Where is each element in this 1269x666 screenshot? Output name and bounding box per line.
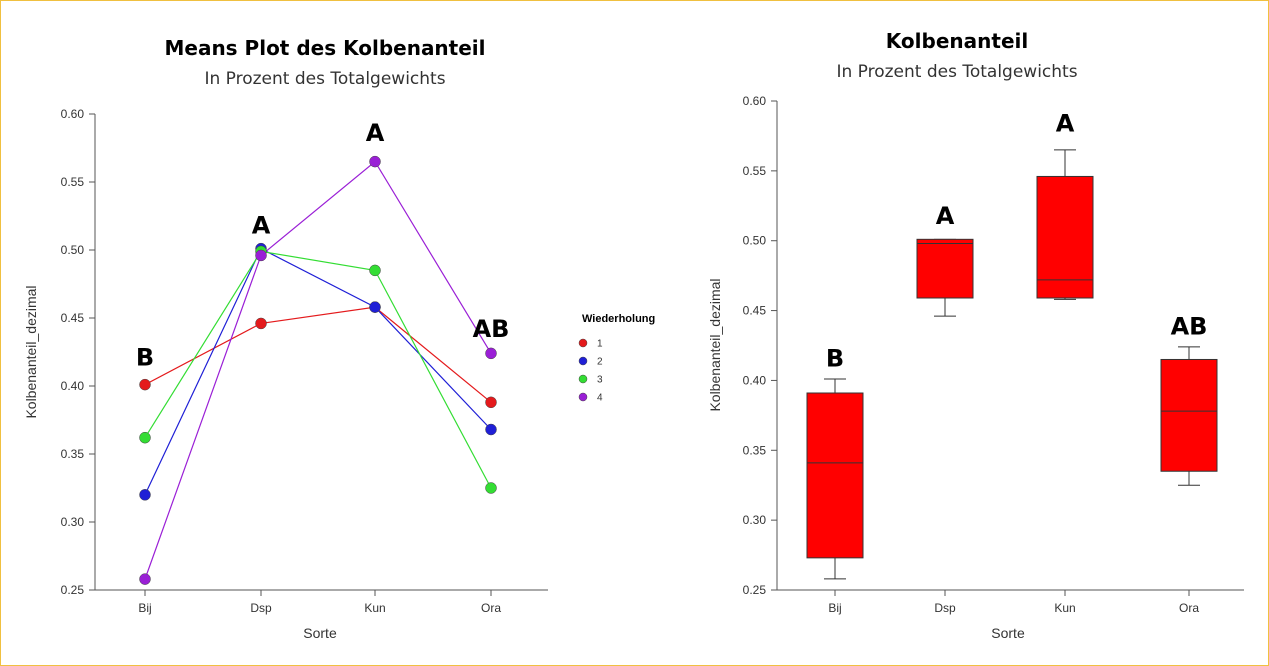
group-letter: A — [366, 119, 385, 147]
data-point-series-4 — [485, 347, 497, 360]
means-plot-subtitle: In Prozent des Totalgewichts — [204, 69, 445, 89]
data-point-series-1 — [485, 396, 497, 409]
legend-label: 2 — [597, 357, 603, 368]
means-plot-series-lines — [144, 160, 492, 580]
x-tick-label: Ora — [481, 601, 501, 615]
legend-title: Wiederholung — [582, 313, 655, 325]
box-plot-y-ticks: 0.25 0.30 0.35 0.40 0.45 0.50 0.55 0.60 — [743, 94, 777, 597]
data-point-series-2 — [139, 489, 151, 501]
box-body — [1160, 358, 1218, 472]
x-tick-label: Kun — [1054, 601, 1075, 615]
data-point-series-1 — [255, 317, 267, 330]
group-letter: A — [1056, 110, 1075, 138]
x-tick-label: Kun — [364, 601, 385, 615]
box-plot-group-letters: B A A AB — [826, 110, 1208, 373]
box-plot-boxes — [806, 149, 1218, 580]
data-point-series-4 — [139, 573, 151, 585]
means-plot-points — [139, 155, 497, 585]
x-tick-label: Bij — [828, 601, 841, 615]
group-letter: B — [136, 344, 154, 372]
y-tick-label: 0.45 — [743, 304, 767, 318]
data-point-series-1 — [139, 378, 151, 391]
x-tick-label: Dsp — [934, 601, 956, 615]
box-plot-y-label: Kolbenanteil_dezimal — [707, 278, 723, 411]
series-line-4 — [144, 160, 492, 580]
box-Bij — [806, 378, 864, 580]
x-tick-label: Bij — [138, 601, 151, 615]
box-plot-title: Kolbenanteil — [886, 29, 1028, 53]
legend-label: 3 — [597, 375, 603, 386]
box-Dsp — [916, 238, 974, 317]
x-tick-label: Dsp — [250, 601, 272, 615]
means-plot-title: Means Plot des Kolbenanteil — [164, 36, 485, 60]
series-line-2 — [144, 247, 492, 496]
series-line-3 — [144, 250, 492, 489]
box-plot-x-label: Sorte — [991, 625, 1025, 641]
means-plot-x-label: Sorte — [303, 625, 337, 641]
data-point-series-2 — [485, 423, 497, 436]
legend-label: 4 — [597, 393, 603, 404]
means-plot-legend: Wiederholung 1 2 3 4 — [578, 313, 655, 404]
series-line-1 — [144, 306, 492, 403]
y-tick-label: 0.35 — [61, 447, 85, 461]
y-tick-label: 0.25 — [743, 583, 767, 597]
y-tick-label: 0.30 — [743, 513, 767, 527]
box-body — [916, 238, 974, 299]
data-point-series-3 — [485, 482, 497, 494]
means-plot-group-letters: B A A AB — [136, 119, 510, 371]
x-tick-label: Ora — [1179, 601, 1199, 615]
y-tick-label: 0.25 — [61, 583, 85, 597]
group-letter: A — [936, 202, 955, 230]
group-letter: A — [252, 212, 271, 240]
data-point-series-2 — [369, 301, 381, 313]
group-letter: AB — [1171, 312, 1208, 340]
box-plot-subtitle: In Prozent des Totalgewichts — [836, 62, 1077, 82]
data-point-series-4 — [255, 249, 267, 262]
box-plot-x-ticks: Bij Dsp Kun Ora — [828, 590, 1199, 615]
data-point-series-3 — [369, 264, 381, 277]
means-plot-y-label: Kolbenanteil_dezimal — [23, 285, 39, 418]
means-plot-x-ticks: Bij Dsp Kun Ora — [138, 590, 501, 615]
y-tick-label: 0.50 — [61, 243, 85, 257]
data-point-series-4 — [369, 155, 381, 168]
legend-swatch-4 — [578, 392, 588, 402]
data-point-series-3 — [139, 431, 151, 444]
legend-label: 1 — [597, 339, 603, 350]
y-tick-label: 0.55 — [61, 175, 85, 189]
box-Ora — [1160, 346, 1218, 486]
y-tick-label: 0.30 — [61, 515, 85, 529]
y-tick-label: 0.60 — [61, 107, 85, 121]
y-tick-label: 0.60 — [743, 94, 767, 108]
legend-swatch-3 — [578, 374, 588, 384]
group-letter: AB — [473, 315, 510, 343]
box-body — [1036, 175, 1094, 299]
y-tick-label: 0.40 — [61, 379, 85, 393]
box-Kun — [1036, 149, 1094, 300]
legend-swatch-1 — [578, 338, 588, 348]
y-tick-label: 0.50 — [743, 234, 767, 248]
means-plot-y-ticks: 0.25 0.30 0.35 0.40 0.45 0.50 0.55 0.60 — [61, 107, 95, 597]
y-tick-label: 0.55 — [743, 164, 767, 178]
group-letter: B — [826, 344, 844, 372]
means-plot: Means Plot des Kolbenanteil In Prozent d… — [23, 36, 655, 641]
box-plot: Kolbenanteil In Prozent des Totalgewicht… — [707, 29, 1244, 641]
legend-swatch-2 — [578, 356, 588, 366]
y-tick-label: 0.35 — [743, 443, 767, 457]
y-tick-label: 0.40 — [743, 373, 767, 387]
box-body — [806, 392, 864, 559]
y-tick-label: 0.45 — [61, 311, 85, 325]
